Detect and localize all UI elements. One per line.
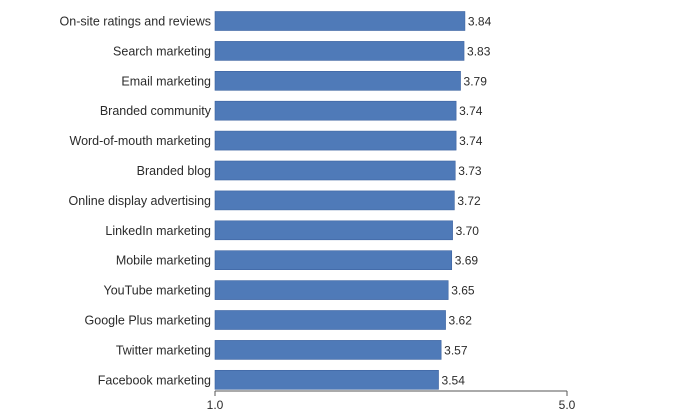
category-label: Facebook marketing xyxy=(98,373,211,387)
value-label: 3.73 xyxy=(458,164,482,178)
bar xyxy=(214,250,453,270)
value-label: 3.72 xyxy=(457,194,481,208)
value-label: 3.62 xyxy=(449,314,473,328)
value-label: 3.84 xyxy=(468,15,492,29)
bar xyxy=(214,220,453,241)
category-label: Google Plus marketing xyxy=(85,314,212,328)
category-label: Word-of-mouth marketing xyxy=(70,134,212,148)
bars-layer xyxy=(214,11,466,390)
value-label: 3.79 xyxy=(464,74,488,88)
value-label: 3.74 xyxy=(459,104,483,118)
x-tick-label: 1.0 xyxy=(207,398,224,412)
category-label: LinkedIn marketing xyxy=(105,224,211,238)
category-label: Twitter marketing xyxy=(116,343,211,357)
bar xyxy=(214,160,456,181)
value-label: 3.83 xyxy=(467,44,491,58)
x-tick-label: 5.0 xyxy=(559,398,576,412)
bar xyxy=(214,310,446,330)
bar xyxy=(214,130,457,151)
value-labels-layer: 3.84 3.83 3.79 3.74 3.74 3.73 3.72 3.70 3.69 3.65… xyxy=(442,15,492,388)
bar xyxy=(214,100,457,121)
category-label: Branded blog xyxy=(137,164,211,178)
bar xyxy=(214,41,465,61)
x-axis: 1.0 5.0 xyxy=(207,390,576,412)
bar xyxy=(214,71,461,91)
category-label: Mobile marketing xyxy=(116,254,211,268)
value-label: 3.74 xyxy=(459,134,483,148)
bar xyxy=(214,280,449,300)
category-labels-layer: On-site ratings and reviews Search market… xyxy=(60,15,212,388)
value-label: 3.54 xyxy=(442,373,466,387)
category-label: On-site ratings and reviews xyxy=(60,15,211,29)
category-label: Email marketing xyxy=(121,74,211,88)
bar xyxy=(214,340,442,360)
category-label: Search marketing xyxy=(113,44,211,58)
value-label: 3.70 xyxy=(456,224,480,238)
bar xyxy=(214,369,439,390)
category-label: Branded community xyxy=(100,104,212,118)
value-label: 3.69 xyxy=(455,254,479,268)
value-label: 3.65 xyxy=(451,284,475,298)
bar xyxy=(214,190,455,211)
category-label: YouTube marketing xyxy=(104,284,212,298)
bar xyxy=(214,11,466,31)
category-label: Online display advertising xyxy=(69,194,211,208)
value-label: 3.57 xyxy=(444,343,468,357)
